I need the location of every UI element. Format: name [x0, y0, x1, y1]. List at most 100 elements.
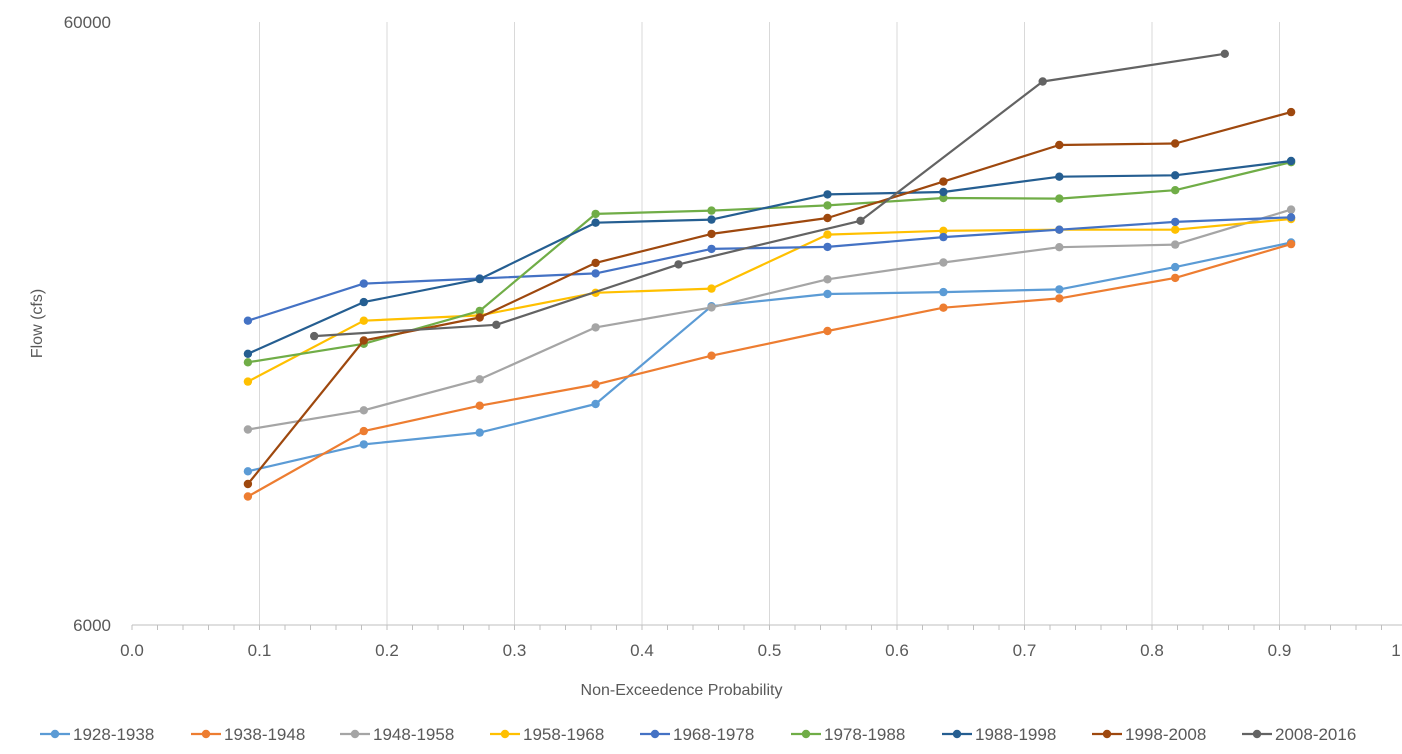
legend-marker — [650, 729, 660, 739]
data-point — [1286, 205, 1296, 214]
data-point — [310, 331, 319, 341]
data-point — [1171, 171, 1180, 180]
legend-item: 1988-1998 — [942, 725, 1056, 744]
data-point — [1171, 240, 1180, 249]
data-point — [823, 275, 832, 284]
x-tick-label: 0.5 — [758, 641, 782, 660]
data-point — [1286, 213, 1296, 222]
data-point — [939, 193, 948, 203]
x-axis-tick-labels: 0.0 0.1 0.2 0.3 0.4 0.5 0.6 0.7 0.8 0.9 1 — [120, 641, 1401, 660]
data-point — [856, 216, 865, 225]
series-line — [247, 159, 1292, 355]
data-point — [823, 190, 832, 199]
data-point — [475, 401, 484, 410]
data-point — [939, 187, 948, 197]
x-tick-label: 0.1 — [248, 641, 272, 660]
series-line — [247, 241, 1292, 473]
data-point — [707, 206, 716, 215]
data-point — [1171, 273, 1180, 283]
y-axis-title: Flow (cfs) — [29, 289, 46, 358]
data-point — [1171, 225, 1180, 234]
y-tick-label: 60000 — [64, 13, 111, 32]
x-tick-label: 0.7 — [1013, 641, 1037, 660]
data-point — [1286, 156, 1296, 166]
data-point — [1220, 49, 1230, 58]
data-point — [359, 316, 368, 325]
legend-label: 1968-1978 — [673, 725, 754, 744]
legend-label: 1998-2008 — [1125, 725, 1206, 744]
data-point — [823, 230, 832, 239]
data-point — [591, 323, 600, 332]
data-point — [1038, 77, 1047, 86]
x-tick-label: 0.9 — [1268, 641, 1292, 660]
data-point — [243, 492, 253, 501]
data-point — [475, 306, 484, 316]
x-axis-minor-ticks — [131, 625, 1382, 630]
legend-item: 1978-1988 — [791, 725, 905, 744]
x-tick-label: 0.6 — [885, 641, 909, 660]
data-point — [707, 351, 716, 360]
series-line — [247, 216, 1292, 322]
legend-marker — [350, 729, 360, 739]
data-point — [243, 467, 253, 476]
legend-item: 2008-2016 — [1242, 725, 1356, 744]
data-point — [823, 201, 832, 210]
series-1968-1978 — [243, 213, 1296, 325]
data-point — [707, 215, 716, 224]
data-point — [359, 279, 368, 288]
series-line — [247, 243, 1292, 498]
data-point — [475, 375, 484, 384]
x-tick-label: 1 — [1391, 641, 1400, 660]
data-point — [1055, 172, 1064, 181]
data-point — [243, 377, 253, 386]
data-point — [1055, 140, 1064, 150]
x-tick-label: 0.8 — [1140, 641, 1164, 660]
legend-item: 1948-1958 — [340, 725, 454, 744]
x-tick-label: 0.2 — [375, 641, 399, 660]
data-point — [823, 289, 832, 299]
data-point — [707, 284, 716, 293]
series-2008-2016 — [310, 49, 1230, 341]
data-point — [939, 303, 948, 312]
legend-label: 1938-1948 — [224, 725, 305, 744]
data-point — [243, 425, 253, 434]
data-point — [591, 399, 600, 409]
y-axis-tick-labels: 6000 60000 — [64, 13, 111, 635]
data-point — [707, 229, 716, 239]
data-point — [1286, 107, 1296, 117]
data-point — [823, 213, 832, 223]
legend-item: 1938-1948 — [191, 725, 305, 744]
data-point — [707, 303, 716, 312]
data-point — [243, 358, 253, 367]
legend-marker — [1102, 729, 1112, 739]
data-point — [939, 287, 948, 297]
data-point — [243, 349, 253, 358]
legend-item: 1968-1978 — [640, 725, 754, 744]
data-point — [243, 316, 253, 325]
legend-label: 1958-1968 — [523, 725, 604, 744]
y-tick-label: 6000 — [73, 616, 111, 635]
data-point — [243, 479, 253, 489]
data-point — [823, 326, 832, 336]
data-point — [823, 242, 832, 252]
series-1938-1948 — [243, 239, 1296, 501]
legend-item: 1928-1938 — [40, 725, 154, 744]
data-point — [591, 380, 600, 389]
data-point — [359, 297, 368, 307]
legend: 1928-1938 1938-1948 1948-1958 1958-1968 1968… — [40, 725, 1356, 744]
data-point — [1286, 239, 1296, 249]
data-point — [939, 226, 948, 235]
data-point — [591, 218, 600, 227]
series-lines — [243, 49, 1296, 501]
legend-label: 1948-1958 — [373, 725, 454, 744]
legend-marker — [500, 729, 510, 739]
data-point — [359, 426, 368, 436]
data-point — [1171, 262, 1180, 272]
data-point — [1055, 243, 1064, 252]
legend-label: 2008-2016 — [1275, 725, 1356, 744]
data-point — [359, 406, 368, 415]
data-point — [707, 244, 716, 254]
data-point — [492, 320, 501, 329]
data-point — [475, 428, 484, 437]
